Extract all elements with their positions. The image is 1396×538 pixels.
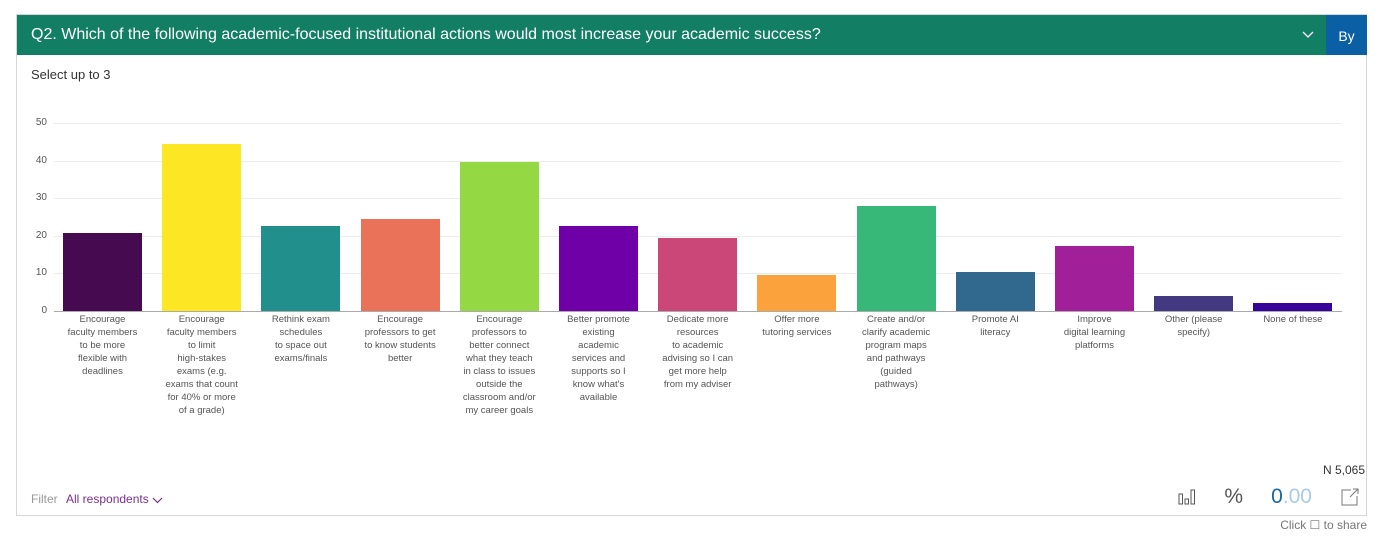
y-axis-tick-label: 10 [35, 267, 47, 279]
chevron-down-icon[interactable] [1301, 27, 1315, 41]
question-instructions: Select up to 3 [31, 67, 111, 82]
x-axis-category-label: Encourage professors to get to know stud… [364, 314, 436, 364]
gridline [54, 123, 1342, 124]
bar[interactable] [162, 143, 242, 311]
decimals-button[interactable]: 0.00 [1271, 485, 1312, 508]
bar[interactable] [757, 274, 837, 311]
y-axis-tick-label: 20 [35, 229, 47, 241]
share-hint: Click ☐ to share [1280, 518, 1367, 532]
bar[interactable] [1253, 302, 1333, 311]
question-header[interactable]: Q2. Which of the following academic-focu… [17, 15, 1327, 55]
chart-type-button[interactable] [1178, 489, 1196, 505]
gridline [54, 235, 1342, 237]
y-axis-tick-label: 50 [35, 117, 47, 128]
respondent-count: N 5,065 [1322, 463, 1365, 477]
bar[interactable] [1055, 245, 1134, 311]
external-link-icon [1341, 488, 1359, 506]
question-title: Q2. Which of the following academic-focu… [31, 26, 821, 43]
gridline [54, 198, 1342, 200]
bar[interactable] [261, 225, 341, 311]
export-button[interactable] [1340, 487, 1360, 507]
bar[interactable] [1154, 295, 1234, 311]
x-axis-category-label: Better promote existing academic service… [567, 314, 630, 403]
chevron-down-icon [152, 497, 163, 504]
x-axis-category-label: None of these [1263, 314, 1323, 325]
x-axis-category-label: Promote AI literacy [971, 314, 1019, 338]
x-axis-line [54, 311, 1342, 312]
x-axis-category-label: Create and/or clarify academic program m… [862, 314, 931, 390]
x-axis-category-label: Encourage faculty members to be more fle… [67, 314, 138, 377]
bar[interactable] [459, 162, 539, 311]
x-axis-category-label: Improve digital learning platforms [1063, 314, 1126, 351]
bar-chart-icon [1178, 489, 1196, 505]
x-axis-category-label: Encourage professors to better connect w… [462, 314, 536, 416]
filter-value: All respondents [66, 492, 149, 506]
by-breakdown-button[interactable]: By [1326, 15, 1367, 55]
y-axis-tick-label: 0 [41, 305, 47, 316]
x-axis-category-label: Rethink exam schedules to space out exam… [271, 314, 330, 364]
filter-dropdown[interactable]: All respondents [66, 492, 163, 506]
question-card: Q2. Which of the following academic-focu… [16, 14, 1367, 516]
x-axis-category-label: Dedicate more resources to academic advi… [662, 314, 734, 390]
x-axis-category-label: Other (please specify) [1164, 314, 1223, 338]
chart-toolbar: % 0.00 [1150, 484, 1366, 510]
x-axis-category-label: Encourage faculty members to limit high-… [165, 314, 238, 416]
y-axis-tick-label: 30 [35, 192, 47, 204]
bar[interactable] [955, 271, 1035, 311]
bar[interactable] [360, 218, 440, 311]
x-axis-category-label: Offer more tutoring services [762, 314, 832, 338]
gridline [54, 160, 1342, 162]
percent-toggle-button[interactable]: % [1224, 485, 1244, 508]
y-axis-tick-label: 40 [35, 154, 47, 166]
bar[interactable] [559, 225, 638, 311]
bar[interactable] [63, 232, 142, 311]
bar[interactable] [856, 206, 936, 311]
filter-label: Filter [31, 492, 58, 506]
bar[interactable] [658, 237, 738, 311]
